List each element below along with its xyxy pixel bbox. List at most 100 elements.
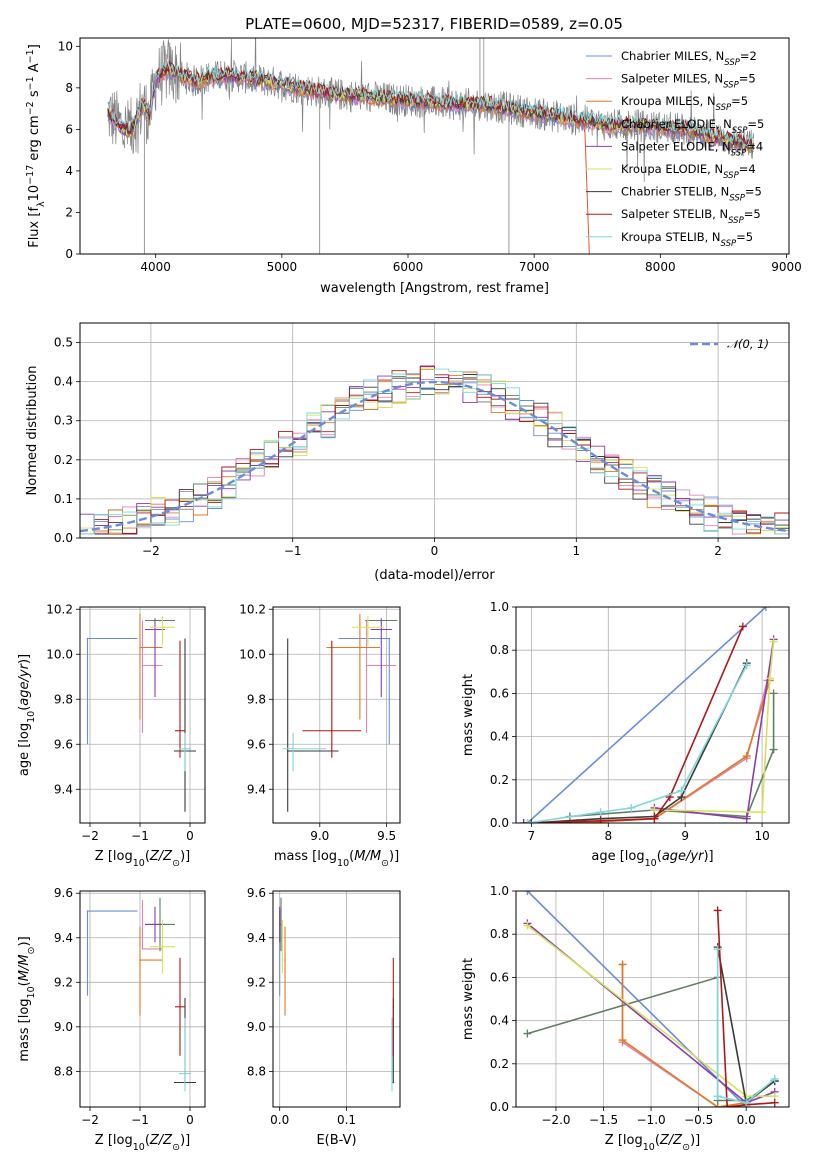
y-axis-label: age [log10(age/yr)] — [17, 654, 37, 776]
x-tick-label: 7000 — [519, 260, 550, 274]
y-tick-label: 1.0 — [490, 884, 509, 898]
x-tick-label: −2.0 — [541, 1113, 570, 1127]
weight-marker — [519, 819, 528, 823]
y-tick-label: 0.0 — [490, 816, 509, 830]
legend-value: =5 — [744, 207, 761, 221]
label-part: ( — [145, 849, 150, 864]
weight-marker — [742, 752, 751, 761]
errorbar-point — [154, 628, 156, 631]
x-tick-label: 5000 — [267, 260, 298, 274]
label-part: Flux [f — [27, 207, 42, 248]
y-tick-label: 0.3 — [54, 414, 73, 428]
y-tick-label: 9.4 — [247, 782, 266, 796]
label-part: s — [27, 90, 42, 101]
label-part: )] — [180, 849, 190, 864]
axes-frame — [79, 322, 790, 539]
x-tick-label: 9.5 — [377, 829, 396, 843]
legend-name: Salpeter ELODIE, N — [621, 139, 731, 153]
weight-line — [621, 964, 747, 1107]
label-part: Normed distribution — [25, 366, 40, 496]
weight-line — [716, 910, 775, 1107]
label-part: 10 — [645, 858, 657, 869]
errorbar-point — [367, 626, 369, 629]
legend-name: Salpeter STELIB, N — [621, 207, 728, 221]
legend-label: Chabrier ELODIE, NSSP=5 — [621, 117, 764, 136]
errorbar-point — [86, 637, 89, 640]
label-part: Z [log — [95, 1133, 133, 1148]
errorbar-point — [184, 1072, 186, 1075]
errorbar-point — [86, 910, 89, 912]
y-tick-label: 9.6 — [54, 737, 73, 751]
y-tick-label: 10 — [58, 39, 73, 53]
label-part: )] — [703, 849, 713, 864]
legend-value: =4 — [739, 162, 756, 176]
spectrum-panel: 4000 5000 6000 7000 8000 9000 0 2 4 6 8 10 wavelengt… — [25, 37, 802, 296]
weight-marker — [770, 1098, 779, 1107]
legend-value: =2 — [740, 49, 757, 63]
y-tick-label: 0.6 — [490, 970, 509, 984]
y-tick-label: 9.8 — [247, 692, 266, 706]
legend-label: Salpeter STELIB, NSSP=5 — [621, 207, 761, 226]
weight-marker — [527, 819, 536, 823]
weight-marker — [618, 1036, 627, 1045]
errorbar-point — [161, 945, 164, 948]
y-tick-label: 9.8 — [54, 692, 73, 706]
label-part: ] — [27, 44, 42, 49]
errorbar-point — [139, 646, 141, 649]
figure-title: PLATE=0600, MJD=52317, FIBERID=0589, z=0… — [245, 15, 623, 33]
errorbar-point — [380, 628, 383, 631]
y-axis-label: mass [log10(M/M⊙)] — [17, 936, 37, 1061]
errorbar-point — [392, 1081, 395, 1084]
x-tick-label: 8000 — [645, 260, 676, 274]
legend-sub: SSP — [723, 81, 739, 91]
legend-label: Kroupa ELODIE, NSSP=4 — [621, 162, 756, 181]
label-part: −17 — [25, 165, 36, 185]
x-tick-label: 9.0 — [310, 829, 329, 843]
label-part: ⊙ — [172, 858, 180, 869]
label-part: mass weight — [461, 958, 476, 1040]
errorbars — [278, 897, 395, 1092]
label-part: age [log — [17, 723, 32, 776]
label-part: 10 — [26, 986, 37, 998]
histogram-lines — [80, 365, 789, 535]
legend-label: Salpeter MILES, NSSP=5 — [621, 72, 756, 91]
y-tick-label: 0.1 — [54, 492, 73, 506]
label-part: ( — [349, 849, 354, 864]
label-part: )] — [690, 1133, 700, 1148]
weight-marker — [765, 674, 774, 683]
label-part: A — [27, 63, 42, 76]
label-part: ⊙ — [381, 858, 389, 869]
label-part: Z [log — [605, 1133, 643, 1148]
y-tick-label: 0.0 — [490, 1100, 509, 1114]
weight-line — [527, 664, 748, 823]
age_vs_Z-panel: −2 −1 09.49.69.810.010.2Z [log10(Z/Z⊙)]age… — [17, 602, 206, 869]
label-part: mass [log — [274, 849, 337, 864]
label-part: age/yr — [17, 662, 32, 705]
legend-sub: SSP — [724, 58, 740, 68]
label-part: )] — [17, 936, 32, 946]
weight-marker — [742, 814, 751, 823]
errorbar-point — [292, 747, 294, 750]
legend-label: Kroupa STELIB, NSSP=5 — [621, 230, 753, 249]
errorbar-point — [359, 646, 361, 649]
label-part: 10 — [26, 711, 37, 723]
label-part: M/M — [354, 849, 381, 864]
legend-sub: SSP — [723, 171, 739, 181]
y-tick-label: 9.4 — [54, 931, 73, 945]
axes-frame — [79, 890, 206, 1108]
label-part: ( — [17, 981, 32, 986]
legend-value: =5 — [747, 117, 764, 131]
axes-frame — [515, 890, 790, 1108]
axes-frame — [272, 890, 401, 1108]
errorbar-point — [284, 959, 286, 961]
errorbar-point — [154, 923, 156, 926]
errorbar-point — [184, 747, 186, 750]
y-tick-label: 9.6 — [54, 886, 73, 900]
residuals-panel: −2 −1 0 1 2 0.0 0.1 0.2 0.3 0.4 0.5 (data-model)/er… — [25, 322, 790, 583]
axes-frame — [79, 37, 790, 255]
weight-marker — [769, 689, 778, 698]
legend-value: =5 — [736, 230, 753, 244]
axes-frame — [79, 606, 206, 824]
